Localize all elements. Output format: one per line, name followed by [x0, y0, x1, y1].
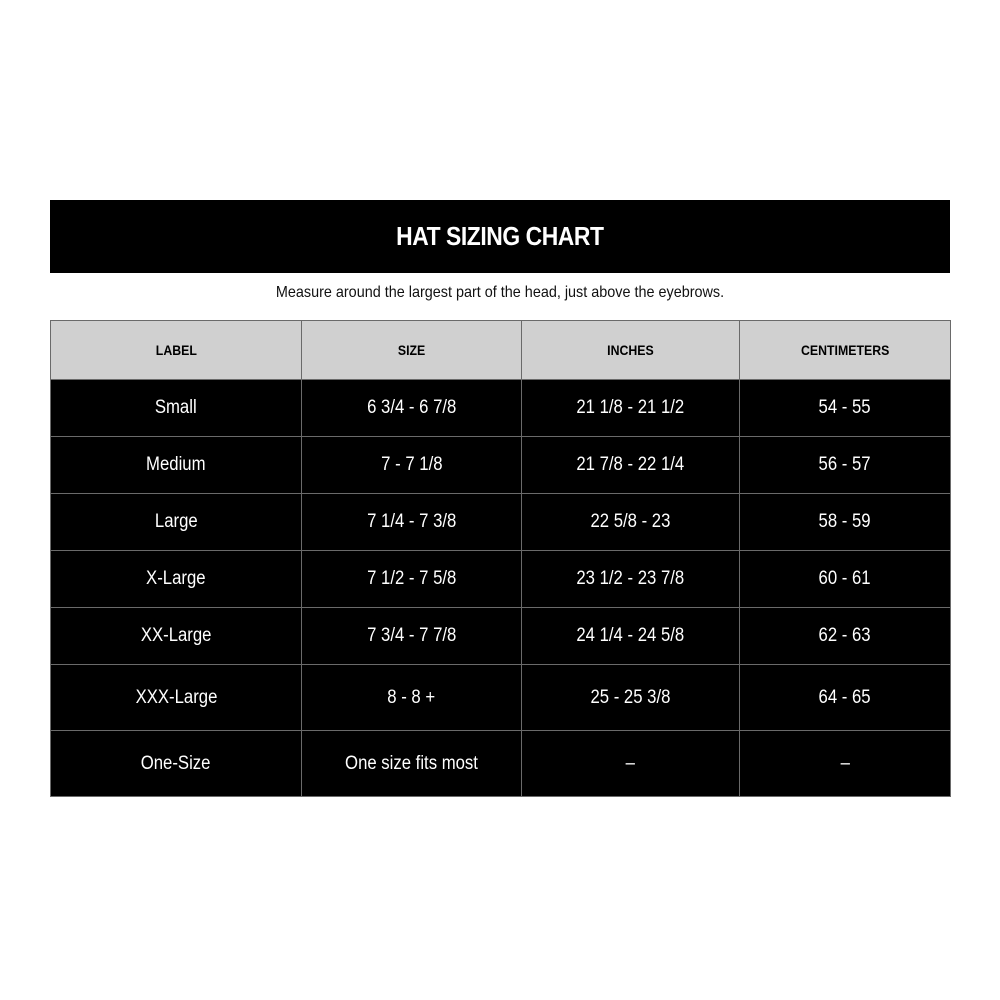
- cell-text: Large: [154, 511, 198, 532]
- cell-label: X-Large: [50, 550, 302, 608]
- cell-centimeters: 62 - 63: [739, 607, 951, 665]
- cell-text: 56 - 57: [818, 454, 872, 475]
- cell-text: X-Large: [146, 568, 206, 589]
- column-header-label: LABEL: [50, 320, 302, 380]
- cell-centimeters: 56 - 57: [739, 436, 951, 494]
- cell-inches: –: [521, 730, 740, 797]
- cell-text: 64 - 65: [818, 686, 872, 708]
- cell-centimeters: 64 - 65: [739, 664, 951, 731]
- cell-text: XXX-Large: [135, 686, 217, 708]
- cell-text: 23 1/2 - 23 7/8: [576, 568, 685, 589]
- cell-text: 62 - 63: [818, 625, 872, 646]
- header-text: INCHES: [607, 342, 654, 358]
- cell-label: One-Size: [50, 730, 302, 797]
- cell-inches: 21 1/8 - 21 1/2: [521, 379, 740, 437]
- cell-size: 8 - 8 +: [301, 664, 522, 731]
- cell-text: Medium: [146, 454, 206, 475]
- cell-inches: 22 5/8 - 23: [521, 493, 740, 551]
- cell-text: 54 - 55: [818, 397, 872, 418]
- page-title: HAT SIZING CHART: [396, 221, 604, 251]
- cell-label: Medium: [50, 436, 302, 494]
- cell-text: –: [625, 752, 636, 774]
- cell-text: 60 - 61: [818, 568, 872, 589]
- cell-label: Small: [50, 379, 302, 437]
- column-header-inches: INCHES: [521, 320, 740, 380]
- cell-size: 6 3/4 - 6 7/8: [301, 379, 522, 437]
- cell-text: 21 7/8 - 22 1/4: [576, 454, 685, 475]
- cell-inches: 25 - 25 3/8: [521, 664, 740, 731]
- cell-inches: 21 7/8 - 22 1/4: [521, 436, 740, 494]
- cell-text: 7 1/4 - 7 3/8: [366, 511, 457, 532]
- cell-text: 24 1/4 - 24 5/8: [576, 625, 685, 646]
- column-header-size: SIZE: [301, 320, 522, 380]
- header-text: LABEL: [155, 342, 197, 358]
- cell-size: 7 - 7 1/8: [301, 436, 522, 494]
- cell-size: 7 1/4 - 7 3/8: [301, 493, 522, 551]
- cell-centimeters: 58 - 59: [739, 493, 951, 551]
- size-table: LABEL SIZE INCHES CENTIMETERS Small 6 3/4…: [50, 320, 951, 797]
- column-header-centimeters: CENTIMETERS: [739, 320, 951, 380]
- cell-text: 7 3/4 - 7 7/8: [366, 625, 457, 646]
- cell-size: 7 1/2 - 7 5/8: [301, 550, 522, 608]
- cell-text: 8 - 8 +: [387, 686, 436, 708]
- title-bar: HAT SIZING CHART: [50, 200, 950, 273]
- cell-text: 58 - 59: [818, 511, 872, 532]
- cell-size: 7 3/4 - 7 7/8: [301, 607, 522, 665]
- header-text: CENTIMETERS: [800, 342, 890, 358]
- cell-text: 6 3/4 - 6 7/8: [366, 397, 457, 418]
- cell-inches: 24 1/4 - 24 5/8: [521, 607, 740, 665]
- cell-text: 7 1/2 - 7 5/8: [366, 568, 457, 589]
- cell-text: –: [840, 752, 850, 774]
- cell-label: Large: [50, 493, 302, 551]
- table-row: Medium 7 - 7 1/8 21 7/8 - 22 1/4 56 - 57: [50, 436, 951, 494]
- header-text: SIZE: [397, 342, 426, 358]
- cell-text: 25 - 25 3/8: [590, 686, 671, 708]
- cell-text: 7 - 7 1/8: [380, 454, 443, 475]
- cell-centimeters: 60 - 61: [739, 550, 951, 608]
- cell-centimeters: 54 - 55: [739, 379, 951, 437]
- cell-centimeters: –: [739, 730, 951, 797]
- table-row: Large 7 1/4 - 7 3/8 22 5/8 - 23 58 - 59: [50, 493, 951, 551]
- cell-text: 21 1/8 - 21 1/2: [576, 397, 685, 418]
- cell-label: XXX-Large: [50, 664, 302, 731]
- cell-text: XX-Large: [140, 625, 212, 646]
- table-row: One-Size One size fits most – –: [50, 730, 951, 797]
- cell-text: Small: [155, 397, 197, 418]
- cell-inches: 23 1/2 - 23 7/8: [521, 550, 740, 608]
- cell-text: One-Size: [141, 752, 211, 774]
- subtitle: Measure around the largest part of the h…: [275, 284, 725, 301]
- header-row: LABEL SIZE INCHES CENTIMETERS: [50, 320, 951, 380]
- cell-label: XX-Large: [50, 607, 302, 665]
- cell-size: One size fits most: [301, 730, 522, 797]
- table-row: XXX-Large 8 - 8 + 25 - 25 3/8 64 - 65: [50, 664, 951, 731]
- cell-text: One size fits most: [345, 752, 478, 774]
- table-row: X-Large 7 1/2 - 7 5/8 23 1/2 - 23 7/8 60 - …: [50, 550, 951, 608]
- table-row: XX-Large 7 3/4 - 7 7/8 24 1/4 - 24 5/8 62 -…: [50, 607, 951, 665]
- table-row: Small 6 3/4 - 6 7/8 21 1/8 - 21 1/2 54 - 55: [50, 379, 951, 437]
- cell-text: 22 5/8 - 23: [590, 511, 671, 532]
